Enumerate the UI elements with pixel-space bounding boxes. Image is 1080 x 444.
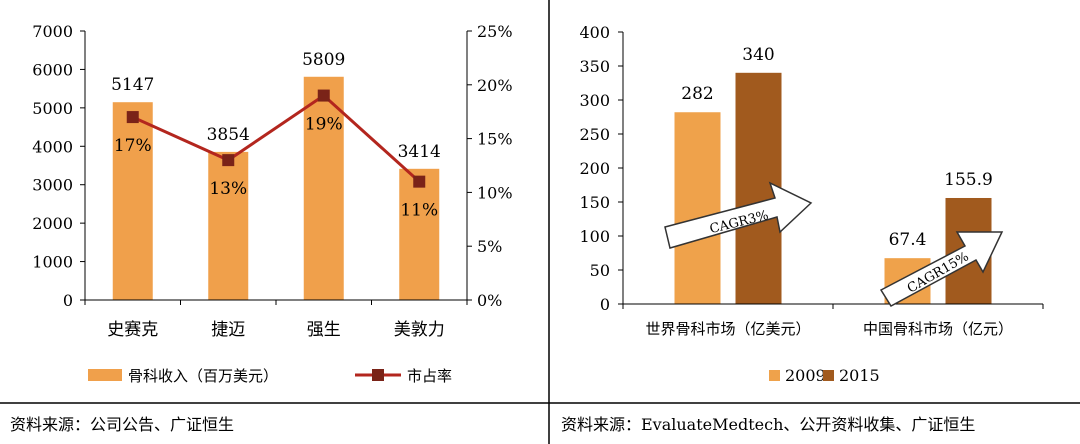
bar-value-label: 67.4	[889, 230, 927, 250]
x-tick-label: 世界骨科市场（亿美元）	[645, 320, 810, 338]
bar-revenue-1	[208, 151, 249, 300]
bar-value-label: 5147	[111, 75, 154, 95]
left-legend: 骨科收入（百万美元） 市占率	[88, 367, 452, 385]
legend-2009-label: 2009	[785, 366, 826, 385]
y-tick-label: 150	[579, 193, 610, 212]
share-marker	[413, 175, 426, 188]
left-tick-label: 5000	[32, 99, 73, 118]
right-legend: 2009 2015	[769, 366, 880, 385]
legend-2015-label: 2015	[839, 366, 880, 385]
share-marker	[222, 154, 235, 167]
bar-revenue-3	[399, 168, 440, 300]
y-tick-label: 100	[579, 227, 610, 246]
bar-value-label: 340	[742, 45, 774, 65]
left-tick-label: 7000	[32, 22, 73, 41]
left-chart: 5147 3854 5809 3414 17% 13% 19% 11% 0 1000 2000 30…	[32, 22, 512, 385]
y-tick-label: 50	[590, 261, 610, 280]
y-tick-label: 250	[579, 125, 610, 144]
share-line	[132, 93, 421, 183]
right-tick-label: 15%	[477, 130, 513, 149]
bar-value-label: 3854	[207, 125, 250, 145]
share-value-label: 17%	[114, 136, 152, 156]
x-tick-label: 强生	[307, 320, 341, 340]
legend-2009-swatch	[769, 370, 780, 381]
y-tick-label: 350	[579, 57, 610, 76]
share-marker	[317, 89, 330, 102]
source-left: 资料来源：公司公告、广证恒生	[10, 415, 234, 434]
legend-bar-swatch	[88, 369, 122, 381]
bar-revenue-2	[303, 76, 344, 300]
share-value-label: 13%	[209, 179, 247, 199]
y-tick-label: 200	[579, 159, 610, 178]
x-tick-label: 史赛克	[107, 319, 158, 340]
share-value-label: 19%	[305, 115, 343, 135]
left-tick-label: 6000	[32, 60, 73, 79]
bar-value-label: 5809	[302, 50, 345, 70]
right-tick-label: 0%	[477, 291, 502, 310]
right-tick-label: 5%	[477, 237, 502, 256]
y-tick-label: 0	[600, 295, 610, 314]
right-tick-label: 25%	[477, 22, 513, 41]
legend-2015-swatch	[823, 370, 834, 381]
y-tick-label: 400	[579, 23, 610, 42]
left-tick-label: 0	[63, 291, 73, 310]
bar-value-label: 282	[681, 84, 713, 104]
bar-value-label: 155.9	[944, 170, 993, 190]
legend-bar-label: 骨科收入（百万美元）	[128, 367, 278, 385]
share-value-label: 11%	[400, 201, 438, 221]
share-marker	[126, 111, 139, 124]
left-tick-label: 3000	[32, 176, 73, 195]
x-tick-label: 中国骨科市场（亿元）	[863, 320, 1013, 338]
right-chart: 282 67.4 340 155.9 0 50 100 150 200 250 300 350 400…	[579, 23, 1044, 385]
left-tick-label: 1000	[32, 253, 73, 272]
y-tick-label: 300	[579, 91, 610, 110]
left-tick-label: 2000	[32, 214, 73, 233]
right-tick-label: 20%	[477, 76, 513, 95]
left-tick-label: 4000	[32, 137, 73, 156]
x-tick-label: 美敦力	[394, 320, 445, 340]
legend-line-label: 市占率	[407, 367, 452, 385]
bar-value-label: 3414	[398, 142, 441, 162]
x-tick-label: 捷迈	[211, 320, 245, 340]
right-tick-label: 10%	[477, 183, 513, 202]
bar-2009-0	[674, 112, 721, 305]
bar-revenue-0	[112, 102, 153, 300]
source-right: 资料来源：EvaluateMedtech、公开资料收集、广证恒生	[561, 415, 975, 434]
legend-line-marker	[372, 369, 384, 381]
